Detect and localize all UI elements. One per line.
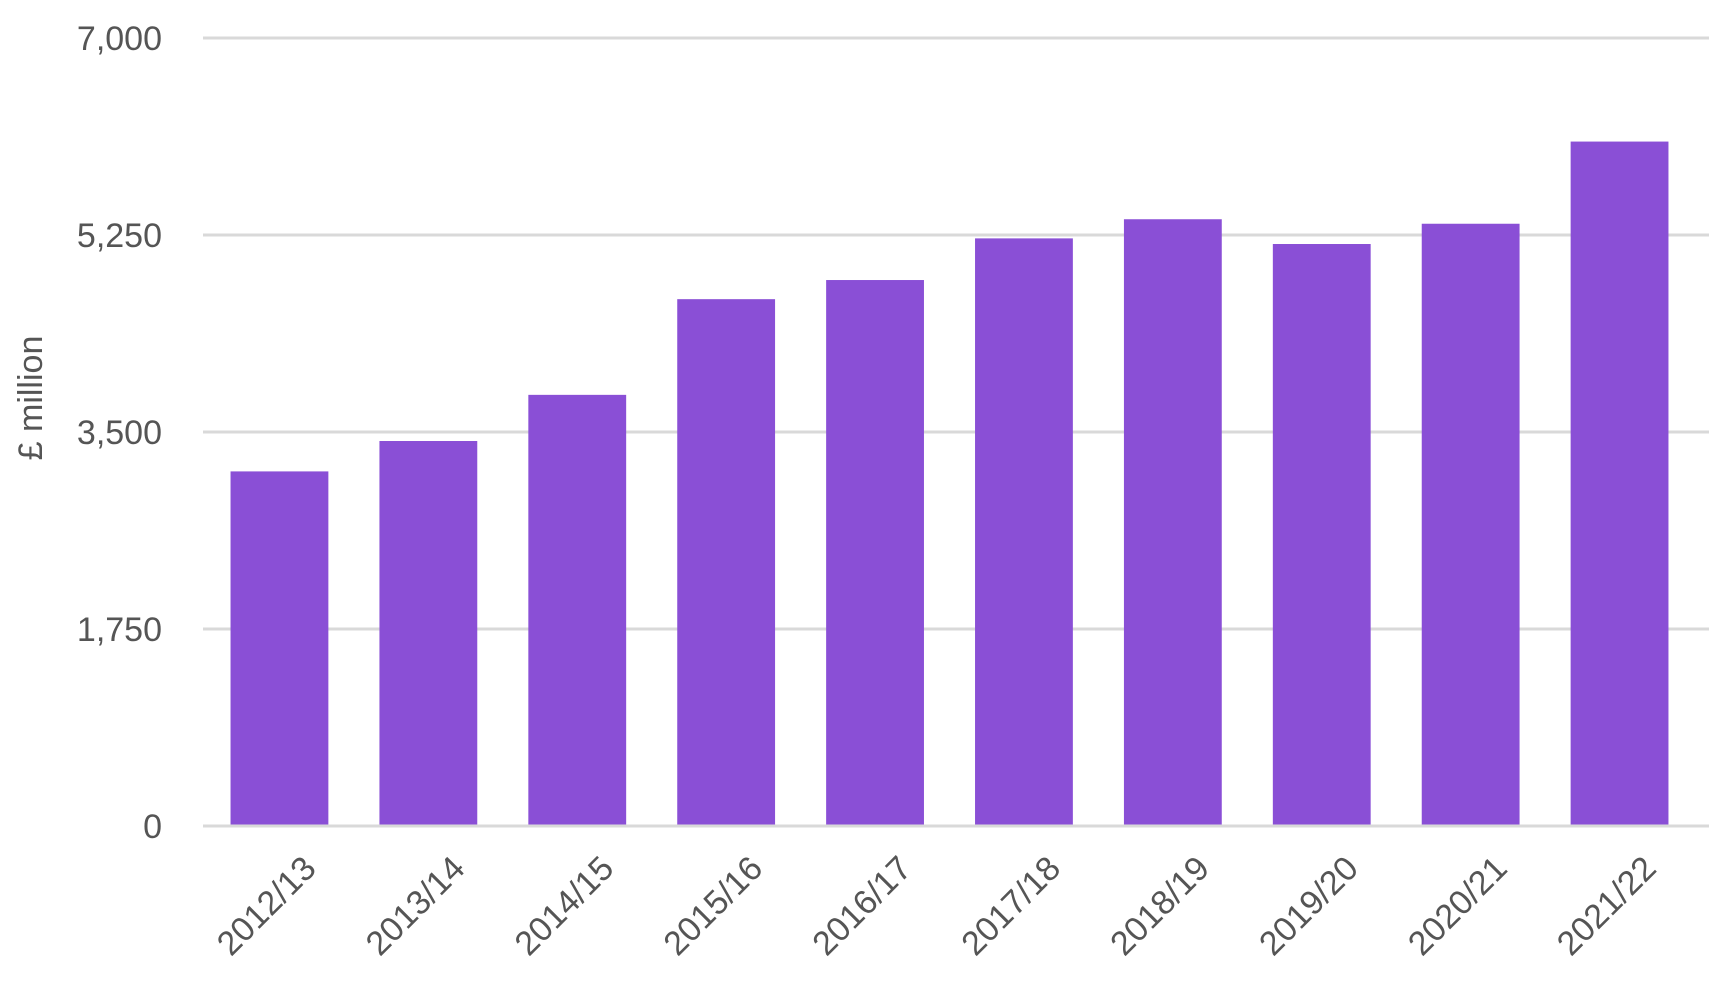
x-tick-label: 2012/13	[210, 849, 324, 963]
bar-2016-17	[826, 280, 924, 826]
bar-2012-13	[231, 471, 329, 826]
x-tick-label: 2013/14	[359, 849, 473, 963]
y-tick-label: 0	[143, 808, 162, 846]
bar-2021-22	[1571, 142, 1669, 826]
x-tick-label: 2018/19	[1103, 849, 1217, 963]
x-tick-label: 2021/22	[1550, 849, 1664, 963]
bar-2019-20	[1273, 244, 1371, 826]
bars	[231, 142, 1669, 826]
x-tick-label: 2017/18	[954, 849, 1068, 963]
bar-2018-19	[1124, 219, 1222, 826]
y-tick-labels: 0 1,750 3,500 5,250 7,000	[77, 20, 162, 846]
x-tick-labels: 2012/13 2013/14 2014/15 2015/16 2016/17 2017/…	[210, 849, 1664, 963]
bar-2020-21	[1422, 224, 1520, 826]
bar-2014-15	[528, 395, 626, 826]
bar-2017-18	[975, 238, 1073, 826]
y-axis-label: £ million	[12, 336, 50, 461]
y-tick-label: 7,000	[77, 20, 162, 58]
y-tick-label: 3,500	[77, 414, 162, 452]
x-tick-label: 2020/21	[1401, 849, 1515, 963]
bar-2015-16	[677, 299, 775, 826]
y-tick-label: 5,250	[77, 217, 162, 255]
y-tick-label: 1,750	[77, 611, 162, 649]
x-tick-label: 2019/20	[1252, 849, 1366, 963]
x-tick-label: 2016/17	[805, 849, 919, 963]
x-tick-label: 2015/16	[656, 849, 770, 963]
bar-2013-14	[379, 441, 477, 826]
x-tick-label: 2014/15	[508, 849, 622, 963]
